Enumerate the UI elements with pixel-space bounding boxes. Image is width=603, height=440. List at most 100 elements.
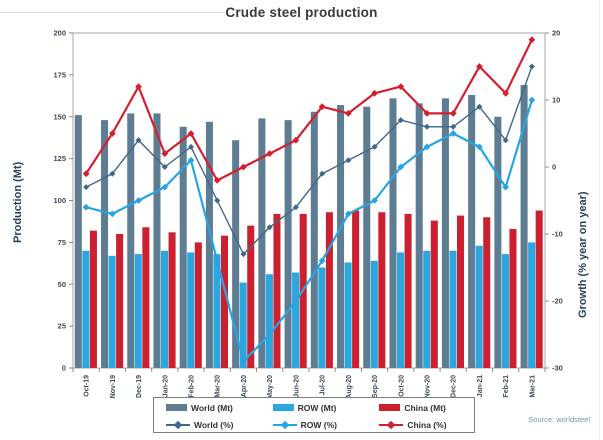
bar [187, 252, 195, 368]
top-divider [0, 12, 225, 13]
x-tick-label: Jan-20 [162, 375, 169, 397]
y-right-tick-label: -20 [552, 297, 563, 306]
marker [449, 130, 457, 137]
bar [449, 250, 457, 368]
marker [266, 150, 274, 157]
marker [82, 170, 90, 178]
bar [292, 272, 300, 368]
x-tick-label: Feb-20 [189, 375, 196, 398]
source-note: Source: worldsteel [528, 415, 590, 424]
marker [187, 156, 195, 164]
marker [240, 163, 247, 171]
bar [220, 235, 229, 368]
marker [214, 197, 221, 204]
x-tick-label: Jun-20 [293, 375, 300, 398]
legend-label: ROW (%) [300, 419, 338, 430]
marker [528, 63, 535, 70]
y-right-tick-label: 10 [552, 96, 560, 105]
bar [325, 212, 333, 368]
x-tick-label: Jul-20 [320, 375, 327, 395]
marker [397, 163, 405, 171]
x-tick-label: Apr-20 [241, 375, 248, 397]
bar [265, 274, 273, 368]
line-path [85, 98, 533, 363]
bar [475, 245, 483, 368]
bar [205, 121, 213, 369]
bar [194, 242, 202, 368]
bar [82, 250, 90, 368]
marker [476, 63, 483, 70]
legend-item-world-pct: World (%) [154, 420, 261, 430]
marker [502, 183, 510, 191]
line-china- [82, 36, 536, 184]
bar [108, 255, 116, 368]
legend-diamond-marker [173, 420, 183, 429]
marker [161, 183, 169, 191]
marker [240, 251, 247, 258]
bar [258, 118, 266, 368]
y-left-tick-label: 50 [58, 280, 66, 289]
legend-swatch-row-pct [272, 420, 297, 429]
y-axis-left: 0 25 50 75 100 125 150 175 200 [53, 29, 73, 373]
y-left-tick-label: 175 [53, 70, 66, 79]
legend-item-china-pct: China (%) [367, 420, 474, 430]
x-tick-label: Mar-21 [529, 375, 536, 398]
legend-diamond-marker [280, 420, 289, 429]
bar [456, 215, 465, 368]
right-page-edge [599, 0, 600, 440]
marker [109, 170, 116, 177]
marker [135, 83, 142, 90]
bar [337, 105, 345, 369]
marker [371, 197, 378, 204]
marker [423, 143, 431, 151]
y-axis-right: -30 -20 -10 0 10 20 [545, 29, 563, 373]
marker [502, 89, 510, 97]
y-left-tick-label: 150 [53, 112, 66, 121]
line-row- [82, 96, 536, 365]
marker [528, 96, 536, 104]
line-path [85, 65, 533, 255]
bar [494, 116, 502, 368]
marker [292, 204, 299, 211]
bar [468, 94, 476, 368]
bar [344, 262, 352, 368]
legend-item-row-pct: ROW (%) [261, 420, 368, 430]
marker [502, 137, 509, 144]
x-tick-label: May-20 [267, 375, 274, 399]
x-tick-label: Sep-20 [372, 375, 379, 398]
y-left-tick-label: 200 [53, 29, 66, 38]
marker [213, 257, 221, 265]
bars-row-mt- [82, 242, 536, 368]
bar [127, 113, 135, 369]
bar [161, 250, 169, 368]
marker [449, 110, 457, 117]
marker [424, 123, 430, 130]
bar [239, 282, 247, 368]
bar [430, 220, 438, 368]
legend-swatch-world-pct [166, 420, 190, 429]
legend-label: World (%) [194, 419, 234, 430]
marker [450, 123, 457, 130]
bar [509, 228, 517, 368]
bar [310, 111, 318, 368]
y-right-tick-label: -30 [552, 364, 563, 373]
marker [266, 224, 273, 231]
marker [528, 36, 536, 44]
x-tick-label: Nov-19 [110, 375, 117, 398]
bar [232, 140, 240, 368]
chart-title: Crude steel production [225, 5, 378, 20]
x-tick-label: Dec-19 [136, 375, 143, 398]
bar [284, 120, 292, 368]
legend-label: ROW (Mt) [297, 402, 337, 413]
bar [101, 120, 109, 368]
bar [74, 115, 82, 368]
legend-label: World (Mt) [191, 402, 233, 413]
marker [318, 103, 326, 111]
marker [108, 130, 116, 137]
marker [476, 103, 483, 110]
y-left-tick-label: 125 [53, 154, 66, 163]
legend-swatch-china-pct [379, 420, 404, 429]
x-tick-label: Mar-20 [215, 375, 222, 398]
bar [520, 84, 528, 369]
